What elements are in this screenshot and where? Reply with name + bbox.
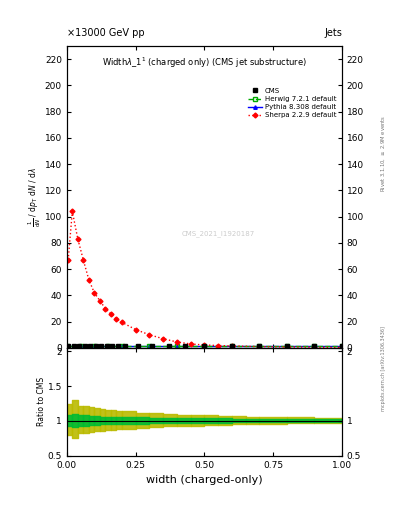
Legend: CMS, Herwig 7.2.1 default, Pythia 8.308 default, Sherpa 2.2.9 default: CMS, Herwig 7.2.1 default, Pythia 8.308 … [246, 86, 338, 120]
Text: mcplots.cern.ch [arXiv:1306.3436]: mcplots.cern.ch [arXiv:1306.3436] [381, 326, 386, 411]
Text: Rivet 3.1.10, $\geq$ 2.9M events: Rivet 3.1.10, $\geq$ 2.9M events [379, 115, 387, 192]
X-axis label: width (charged-only): width (charged-only) [146, 475, 263, 485]
Text: ×13000 GeV pp: ×13000 GeV pp [67, 28, 145, 38]
Text: Width$\lambda\_1^1$ (charged only) (CMS jet substructure): Width$\lambda\_1^1$ (charged only) (CMS … [102, 55, 307, 70]
Text: CMS_2021_I1920187: CMS_2021_I1920187 [182, 230, 255, 237]
Y-axis label: $\frac{1}{\mathrm{d}N}$ / $\mathrm{d}p_\mathrm{T}$ $\mathrm{d}N$ / $\mathrm{d}\l: $\frac{1}{\mathrm{d}N}$ / $\mathrm{d}p_\… [27, 167, 43, 227]
Y-axis label: Ratio to CMS: Ratio to CMS [37, 377, 46, 426]
Text: Jets: Jets [324, 28, 342, 38]
